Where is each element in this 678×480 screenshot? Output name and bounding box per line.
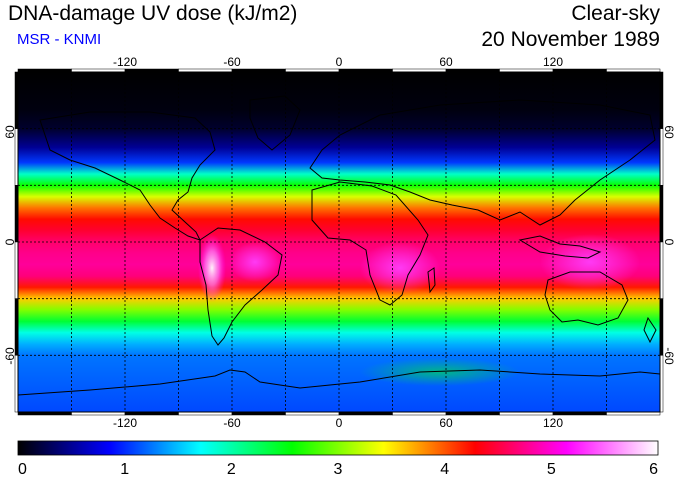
colorbar-tick-label: 6 [649,461,658,478]
lon-label-top-minus120: -120 [113,55,137,69]
lon-label-bottom-0: 0 [336,416,343,430]
lon-label-bottom-60: 60 [439,416,453,430]
lon-label-top-0: 0 [336,55,343,69]
brazil-high-uv-region [230,242,280,282]
sky-condition-label: Clear-sky [571,2,660,25]
colorbar-tick-label: 5 [547,461,556,478]
southeast-asia-islands [518,235,602,259]
regional-highlights [198,234,640,386]
andes-peak-uv-region [198,234,226,302]
lat-label-right-0: 0 [662,239,676,246]
australia-coast [544,271,629,326]
colorbar-tick-label: 2 [227,461,236,478]
colorbar-ticks: 0 1 2 3 4 5 6 [18,461,658,478]
graticule [18,72,660,412]
antarctic-ozone-anomaly [360,358,520,386]
map-frame [14,68,664,416]
lat-label-left-0: 0 [3,238,17,245]
lon-label-top-120: 120 [543,55,563,69]
colorbar-tick-label: 4 [440,461,449,478]
new-zealand-coast [643,316,657,344]
indonesia-high-uv-region [540,234,640,290]
date-label: 20 November 1989 [481,28,660,51]
lat-label-right-60: 60 [662,125,676,139]
south-america-coast [199,227,283,346]
lon-label-bottom-minus120: -120 [113,416,137,430]
greenland-coast [249,95,301,151]
colorbar-tick-label: 1 [120,461,129,478]
lon-label-top-60: 60 [439,55,453,69]
source-label: MSR - KNMI [17,31,102,48]
madagascar-coast [427,267,436,294]
map-title: DNA-damage UV dose (kJ/m2) [8,2,298,25]
lon-label-bottom-120: 120 [543,416,563,430]
lat-label-left-minus60: -60 [3,347,17,365]
north-america-coast [39,111,216,241]
africa-high-uv-region [360,242,440,294]
colorbar-tick-label: 0 [18,461,27,478]
lon-label-top-minus60: -60 [223,55,241,69]
lat-label-right-minus60: -60 [662,347,676,365]
colorbar-border [17,440,659,456]
lon-label-bottom-minus60: -60 [223,416,241,430]
lat-label-left-60: 60 [3,125,17,139]
map-border [17,71,661,413]
colorbar [18,441,658,455]
africa-coast [311,181,429,306]
colorbar-tick-label: 3 [334,461,343,478]
